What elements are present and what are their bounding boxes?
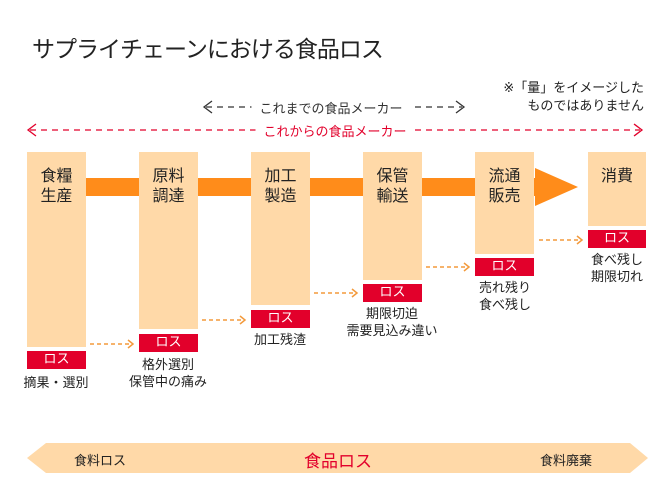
stage-label: 原料 調達 bbox=[152, 166, 185, 205]
stage-column-food-production: 食糧 生産 bbox=[27, 152, 86, 347]
loss-description: 格外選別 保管中の痛み bbox=[128, 358, 208, 390]
stage-label: 食糧 生産 bbox=[40, 166, 73, 205]
range-arrows bbox=[26, 100, 644, 137]
stage-column-retail: 流通 販売 bbox=[475, 152, 534, 254]
current-range-label: これまでの食品メーカー bbox=[251, 98, 411, 117]
dashed-arrow-3 bbox=[314, 288, 359, 298]
stage-label: 加工 製造 bbox=[264, 166, 297, 205]
volume-note: ※「量」をイメージした ものではありません bbox=[503, 80, 644, 116]
dashed-arrow-2 bbox=[202, 315, 247, 325]
loss-badge: ロス bbox=[139, 334, 198, 352]
loss-description: 食べ残し 期限切れ bbox=[590, 253, 644, 285]
loss-badge: ロス bbox=[27, 351, 86, 369]
dashed-arrow-5 bbox=[539, 235, 584, 245]
stage-label: 流通 販売 bbox=[488, 166, 521, 205]
dashed-arrow-4 bbox=[426, 262, 471, 272]
loss-description: 売れ残り 食べ残し bbox=[478, 281, 532, 313]
page-title: サプライチェーンにおける食品ロス bbox=[32, 37, 384, 63]
stage-label: 保管 輸送 bbox=[376, 166, 409, 205]
loss-description: 期限切迫 需要見込み違い bbox=[346, 307, 438, 339]
dashed-arrow-1 bbox=[90, 339, 135, 349]
stage-column-consumption: 消費 bbox=[588, 152, 646, 226]
loss-description: 摘果・選別 bbox=[23, 376, 89, 391]
stage-column-manufacturing: 加工 製造 bbox=[251, 152, 310, 305]
future-range-arrow bbox=[26, 123, 644, 137]
loss-description: 加工残渣 bbox=[253, 333, 307, 348]
stage-column-procurement: 原料 調達 bbox=[139, 152, 198, 329]
current-range-arrow bbox=[202, 100, 466, 114]
stage-label: 消費 bbox=[600, 166, 633, 185]
loss-badge: ロス bbox=[588, 230, 646, 248]
stage-column-logistics: 保管 輸送 bbox=[363, 152, 422, 280]
loss-badge: ロス bbox=[363, 284, 422, 302]
food-loss-band bbox=[27, 443, 648, 473]
band-center-label: 食品ロス bbox=[304, 452, 372, 472]
band-left-label: 食料ロス bbox=[74, 454, 127, 469]
band-right-label: 食料廃棄 bbox=[540, 454, 593, 469]
future-range-label: これからの食品メーカー bbox=[255, 121, 415, 140]
note-line-2: ものではありません bbox=[527, 99, 644, 114]
loss-badge: ロス bbox=[475, 258, 534, 276]
note-line-1: ※「量」をイメージした bbox=[503, 81, 644, 96]
loss-badge: ロス bbox=[251, 310, 310, 328]
